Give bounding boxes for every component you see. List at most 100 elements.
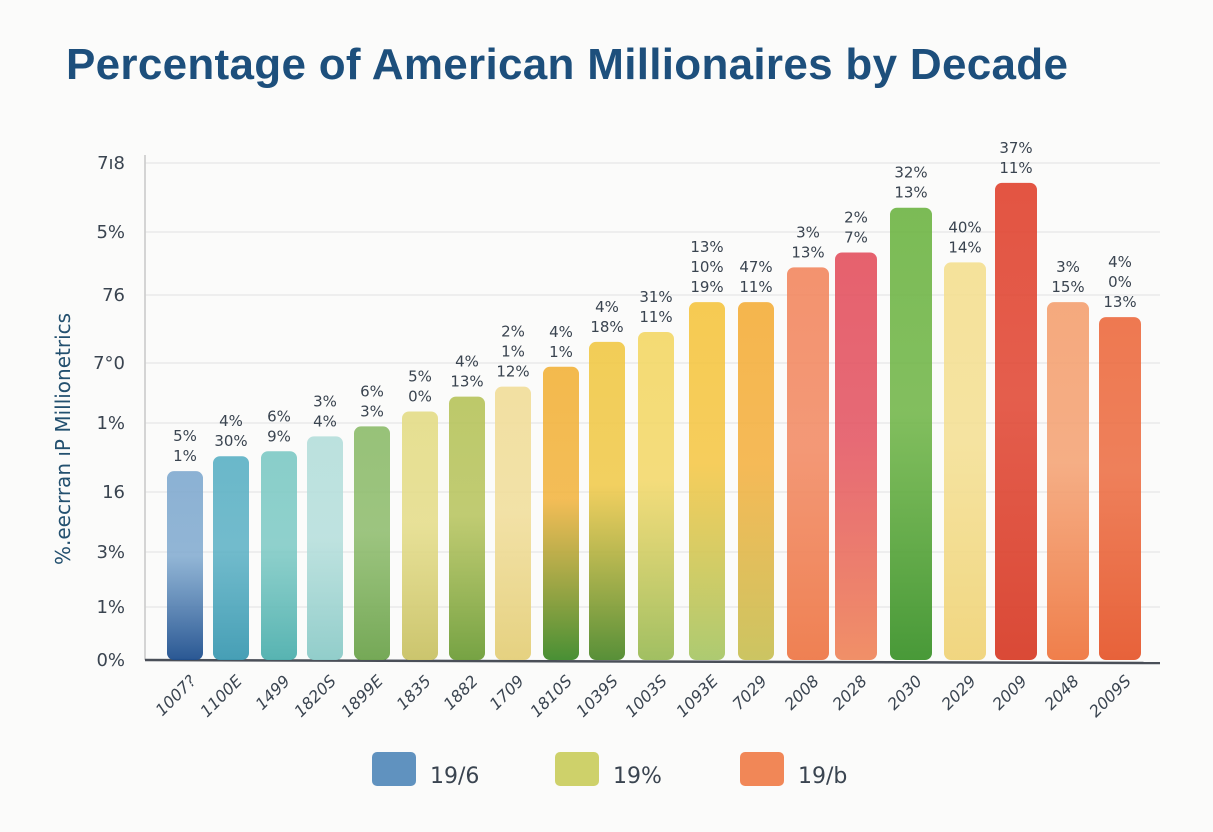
bar: [835, 252, 877, 660]
data-label: 11%: [999, 159, 1032, 177]
data-label: 14%: [948, 238, 981, 256]
x-tick-label: 2030: [884, 671, 926, 713]
legend-swatch: [372, 752, 416, 786]
y-tick-label: 7°0: [93, 353, 125, 374]
y-tick-label: 5%: [96, 222, 125, 243]
data-label: 15%: [1051, 278, 1084, 296]
x-tick-label: 1007?: [152, 671, 201, 720]
y-tick-label: 16: [102, 482, 125, 503]
data-label: 1%: [501, 343, 525, 361]
data-label: 47%: [739, 258, 772, 276]
data-label: 13%: [1103, 293, 1136, 311]
bar: [495, 386, 531, 660]
legend-swatch: [555, 752, 599, 786]
data-label: 4%: [595, 298, 619, 316]
y-tick-label: 3%: [96, 542, 125, 563]
data-label: 2%: [501, 323, 525, 341]
bar: [689, 302, 725, 660]
x-tick-label: 7029: [729, 671, 771, 713]
data-label: 6%: [360, 382, 384, 400]
legend-label: 19/b: [798, 764, 847, 789]
legend-swatch: [740, 752, 784, 786]
x-tick-label: 2028: [829, 671, 871, 713]
bar: [307, 436, 343, 660]
bar: [1047, 302, 1089, 660]
data-label: 3%: [796, 223, 820, 241]
x-tick-label: 1003S: [621, 671, 670, 720]
data-label: 2%: [844, 208, 868, 226]
data-label: 6%: [267, 407, 291, 425]
data-label: 5%: [408, 368, 432, 386]
data-label: 11%: [739, 278, 772, 296]
data-label: 13%: [450, 373, 483, 391]
data-label: 0%: [408, 388, 432, 406]
x-tick-label: 2008: [781, 671, 823, 713]
data-label: 13%: [690, 238, 723, 256]
data-label: 4%: [313, 412, 337, 430]
data-label: 37%: [999, 139, 1032, 157]
data-label: 0%: [1108, 273, 1132, 291]
bar: [213, 456, 249, 660]
data-label: 32%: [894, 164, 927, 182]
data-label: 13%: [791, 243, 824, 261]
legend-label: 19%: [613, 764, 662, 789]
data-label: 40%: [948, 218, 981, 236]
y-tick-label: 0%: [96, 650, 125, 671]
x-tick-label: 1499: [252, 671, 294, 713]
data-label: 7%: [844, 228, 868, 246]
y-tick-label: 7ı8: [97, 153, 125, 174]
legend-label: 19/6: [430, 764, 479, 789]
y-tick-label: 1%: [96, 413, 125, 434]
y-tick-label: 76: [102, 285, 125, 306]
x-tick-label: 2009S: [1085, 671, 1134, 720]
bar: [738, 302, 774, 660]
bar: [543, 366, 579, 660]
x-tick-label: 1820S: [290, 671, 339, 720]
bar: [402, 411, 438, 660]
data-label: 12%: [496, 363, 529, 381]
data-label: 4%: [1108, 253, 1132, 271]
data-label: 3%: [1056, 258, 1080, 276]
y-axis-title: %.eecrran ıP Millionetrics: [51, 313, 75, 565]
data-label: 18%: [590, 318, 623, 336]
x-tick-label: 1835: [393, 671, 435, 713]
bar: [638, 331, 674, 660]
x-tick-label: 1039S: [572, 671, 621, 720]
data-label: 4%: [219, 412, 243, 430]
x-tick-label: 1882: [440, 671, 482, 713]
x-tick-label: 1810S: [526, 671, 575, 720]
y-tick-label: 1%: [96, 597, 125, 618]
x-tick-label: 1093E: [672, 671, 722, 721]
x-tick-label: 1100E: [196, 671, 246, 721]
x-tick-label: 2029: [938, 671, 980, 713]
bar: [589, 341, 625, 660]
data-label: 4%: [455, 353, 479, 371]
data-label: 1%: [173, 447, 197, 465]
data-label: 19%: [690, 278, 723, 296]
x-tick-label: 2009: [989, 671, 1031, 713]
bar: [995, 182, 1037, 660]
data-label: 10%: [690, 258, 723, 276]
data-label: 1%: [549, 343, 573, 361]
bar: [944, 262, 986, 660]
x-tick-label: 2048: [1041, 671, 1083, 713]
x-tick-label: 1899E: [337, 671, 387, 721]
data-label: 3%: [313, 392, 337, 410]
bar: [261, 451, 297, 660]
data-label: 3%: [360, 402, 384, 420]
data-label: 13%: [894, 184, 927, 202]
x-tick-label: 1709: [486, 671, 528, 713]
data-label: 31%: [639, 288, 672, 306]
bar: [787, 267, 829, 660]
data-label: 4%: [549, 323, 573, 341]
data-label: 30%: [214, 432, 247, 450]
bar: [449, 396, 485, 660]
data-label: 11%: [639, 308, 672, 326]
bar: [167, 471, 203, 660]
bar: [1099, 317, 1141, 660]
bar: [354, 426, 390, 660]
x-axis: [144, 658, 1161, 665]
data-label: 9%: [267, 427, 291, 445]
data-label: 5%: [173, 427, 197, 445]
